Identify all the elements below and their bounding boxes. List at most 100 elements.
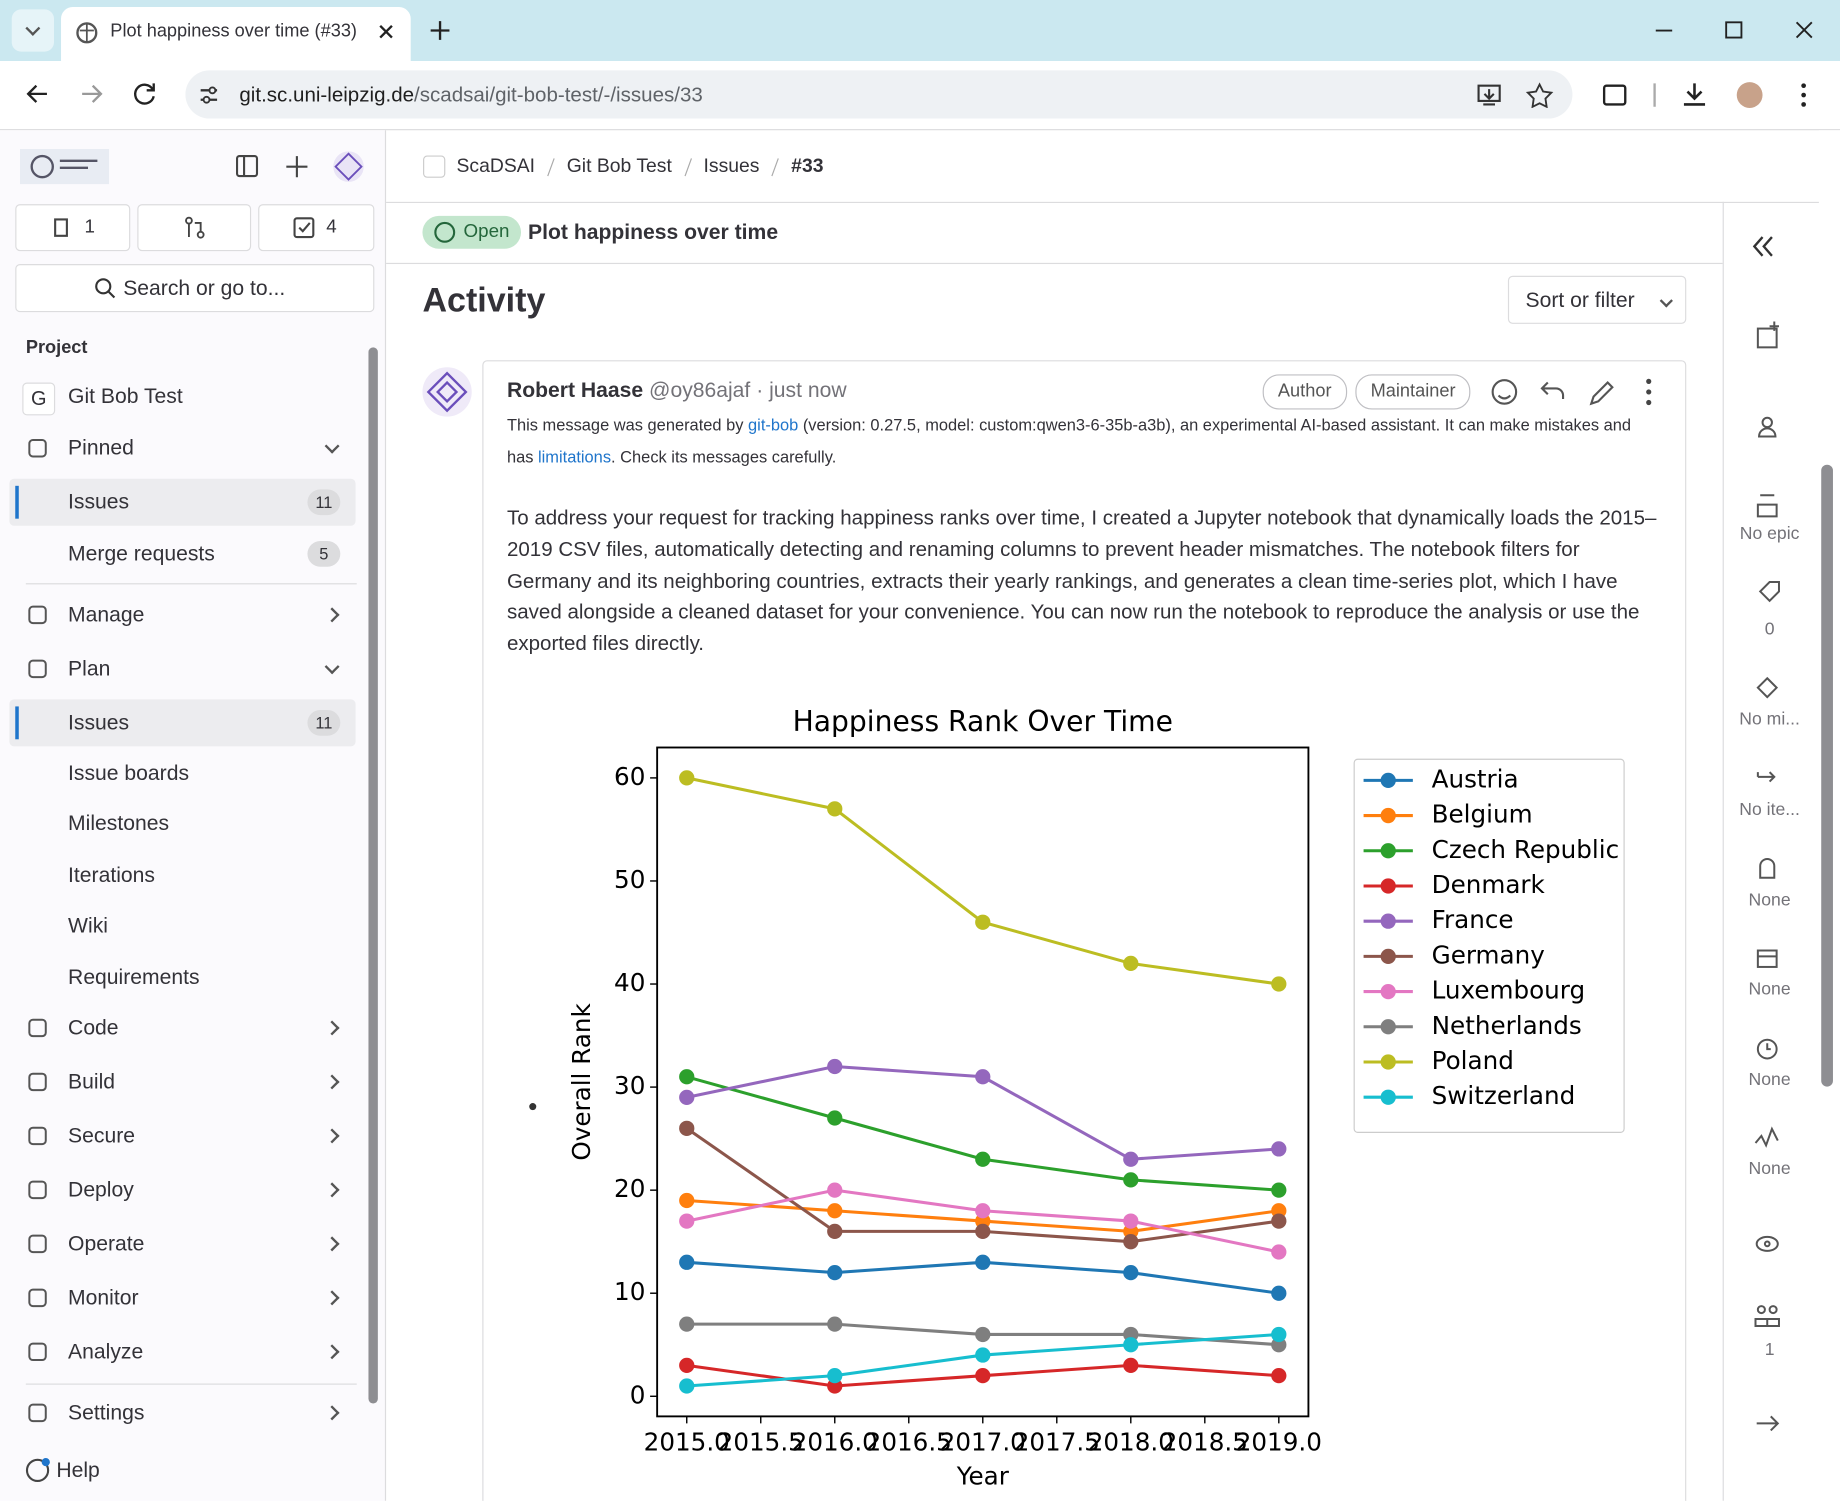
crumb-separator <box>771 157 780 176</box>
point <box>1123 1337 1139 1353</box>
nav-item[interactable]: Pinned <box>68 435 134 460</box>
tab-icon <box>76 22 98 44</box>
sort-button[interactable]: Sort or filter <box>1507 275 1687 324</box>
new-tab[interactable] <box>429 20 450 41</box>
point <box>827 1203 843 1219</box>
legend-label: Denmark <box>1432 870 1546 899</box>
sidebar-scrollbar[interactable] <box>367 331 379 1434</box>
project-name[interactable]: Git Bob Test <box>68 384 183 408</box>
panel-value[interactable]: No ite... <box>1739 799 1800 820</box>
crumb[interactable]: Issues <box>703 155 760 177</box>
issues-button[interactable]: 1 <box>15 204 131 252</box>
nav-icon <box>28 1403 47 1423</box>
active-bar <box>15 485 19 519</box>
y-tick-label: 0 <box>630 1380 646 1409</box>
y-tick-label: 40 <box>614 968 645 997</box>
link[interactable]: limitations <box>537 447 612 466</box>
x-tick-label: 2015.0 <box>644 1427 730 1456</box>
nav-item[interactable]: Deploy <box>68 1177 134 1202</box>
help[interactable]: Help <box>56 1458 100 1482</box>
nav-item[interactable]: Build <box>68 1069 116 1094</box>
x-tick-label: 2019.0 <box>1236 1427 1322 1456</box>
active-bar <box>15 706 19 740</box>
x-tick-label: 2016.5 <box>866 1427 952 1456</box>
nav-item[interactable]: Merge requests <box>68 541 215 566</box>
point <box>975 1254 991 1270</box>
nav-icon <box>28 1342 47 1362</box>
crumb[interactable]: ScaDSAI <box>456 155 536 177</box>
nav-item[interactable]: Manage <box>68 602 145 627</box>
comment-meta: Robert Haase @oy86ajaf · just now <box>507 378 847 403</box>
comment-actions[interactable] <box>1488 376 1664 409</box>
author[interactable]: Robert Haase <box>506 378 644 402</box>
point <box>679 1254 695 1270</box>
y-tick-label: 30 <box>614 1071 645 1100</box>
legend-marker <box>1380 878 1396 894</box>
browser-actions[interactable] <box>1601 79 1824 112</box>
nav-item[interactable]: Monitor <box>68 1285 139 1310</box>
panel-value[interactable]: None <box>1748 890 1791 911</box>
nav-item[interactable]: Operate <box>68 1231 145 1256</box>
point <box>975 1223 991 1240</box>
nav-item[interactable]: Issue boards <box>68 760 190 785</box>
point <box>1271 1326 1287 1343</box>
mr-button[interactable] <box>137 204 252 252</box>
nav-item[interactable]: Secure <box>68 1123 136 1148</box>
nav-item[interactable]: Plan <box>68 656 111 681</box>
nav-item[interactable]: Issues <box>68 710 130 735</box>
nav-item[interactable]: Iterations <box>68 863 155 887</box>
org-logo[interactable] <box>19 149 110 185</box>
x-tick-label: 2018.5 <box>1162 1427 1248 1456</box>
panel-value[interactable]: None <box>1748 979 1791 1000</box>
crumb-separator <box>547 157 555 176</box>
nav-item[interactable]: Requirements <box>68 965 200 989</box>
panel-icons[interactable] <box>1746 230 1840 1450</box>
help-icon[interactable] <box>25 1456 53 1484</box>
point <box>1271 1182 1287 1198</box>
y-axis-label: Overall Rank <box>567 1003 596 1161</box>
nav-item[interactable]: Settings <box>68 1400 145 1425</box>
separator <box>25 1383 357 1385</box>
point <box>679 1192 695 1209</box>
panel-value[interactable]: No epic <box>1739 523 1800 544</box>
tab[interactable]: Plot happiness over time (#33) <box>61 7 411 62</box>
window-controls[interactable] <box>1649 16 1819 44</box>
nav-item[interactable]: Milestones <box>68 811 170 835</box>
todo-button[interactable]: 4 <box>258 204 375 252</box>
sort-label: Sort or filter <box>1525 288 1635 312</box>
panel-value[interactable]: 1 <box>1764 1339 1775 1360</box>
address-bar[interactable]: git.sc.uni-leipzig.de/scadsai/git-bob-te… <box>185 70 1573 119</box>
point <box>1271 1141 1287 1157</box>
sidebar-actions[interactable] <box>232 150 373 183</box>
legend-marker <box>1380 843 1396 859</box>
tab-close[interactable] <box>378 23 394 39</box>
nav-item[interactable]: Issues <box>68 489 130 514</box>
nav-item[interactable]: Analyze <box>68 1339 144 1363</box>
panel-value[interactable]: 0 <box>1764 619 1775 639</box>
search-box[interactable]: Search or go to... <box>15 264 375 313</box>
section-title: Project <box>25 337 88 358</box>
page-scroll-thumb[interactable] <box>1821 464 1833 1087</box>
nav-buttons[interactable] <box>23 80 164 108</box>
crumb[interactable]: Git Bob Test <box>566 155 672 177</box>
panel-value[interactable]: None <box>1748 1158 1791 1179</box>
comment-card <box>482 360 1687 1501</box>
site-info[interactable] <box>197 83 220 106</box>
panel-value[interactable]: No mi... <box>1739 709 1800 730</box>
page-scrollbar[interactable] <box>1818 130 1840 1501</box>
crumb[interactable]: #33 <box>791 155 824 177</box>
address-icons[interactable] <box>1476 82 1558 108</box>
nav-item[interactable]: Wiki <box>68 913 108 938</box>
todo-icon <box>293 217 315 239</box>
group-avatar <box>423 155 446 178</box>
tab-menu[interactable] <box>11 9 54 52</box>
nav-item[interactable]: Code <box>68 1015 119 1040</box>
link[interactable]: git-bob <box>748 415 799 435</box>
scroll-thumb[interactable] <box>368 347 378 1404</box>
sidebar <box>0 130 387 1501</box>
point <box>1271 1285 1287 1301</box>
handle[interactable]: @oy86ajaf <box>649 378 751 402</box>
point <box>1123 1213 1139 1229</box>
panel-value[interactable]: None <box>1748 1069 1791 1090</box>
y-tick-label: 10 <box>614 1277 645 1306</box>
